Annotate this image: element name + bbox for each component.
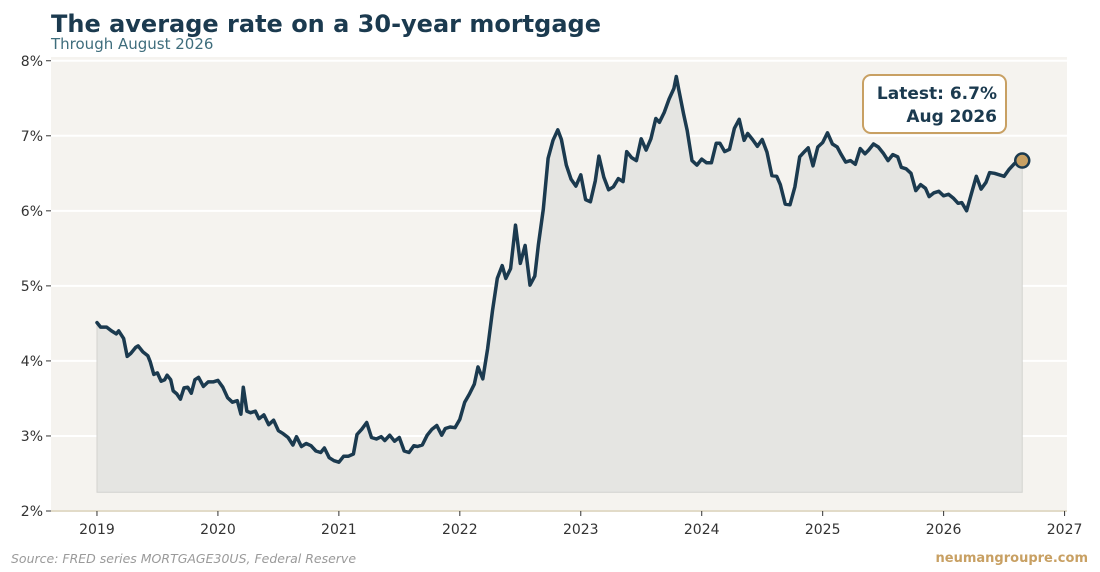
y-tick-label: 4% — [21, 354, 43, 370]
y-tick-label: 3% — [21, 429, 43, 445]
y-tick-label: 5% — [21, 279, 43, 295]
y-tick-label: 6% — [21, 204, 43, 220]
chart-title: The average rate on a 30-year mortgage — [51, 10, 601, 38]
x-tick-label: 2019 — [79, 522, 115, 538]
x-tick-label: 2027 — [1047, 522, 1083, 538]
x-tick-label: 2025 — [805, 522, 841, 538]
x-tick-label: 2023 — [563, 522, 599, 538]
chart-subtitle: Through August 2026 — [51, 35, 214, 53]
x-tick-label: 2021 — [321, 522, 357, 538]
callout-latest-rate: Latest: 6.7% — [876, 84, 997, 104]
y-tick-label: 2% — [21, 504, 43, 520]
y-tick-label: 7% — [21, 129, 43, 145]
y-tick-label: 8% — [21, 54, 43, 70]
site-credit: neumangroupre.com — [935, 551, 1088, 566]
x-tick-label: 2020 — [200, 522, 236, 538]
source-note: Source: FRED series MORTGAGE30US, Federa… — [11, 551, 357, 566]
latest-point-marker — [1013, 152, 1031, 169]
x-tick-label: 2026 — [926, 522, 962, 538]
x-tick-label: 2022 — [442, 522, 478, 538]
callout-latest-date: Aug 2026 — [906, 107, 997, 127]
latest-value-callout: Latest: 6.7% Aug 2026 — [862, 74, 1007, 134]
rate-line — [95, 74, 1024, 464]
x-tick-label: 2024 — [684, 522, 720, 538]
